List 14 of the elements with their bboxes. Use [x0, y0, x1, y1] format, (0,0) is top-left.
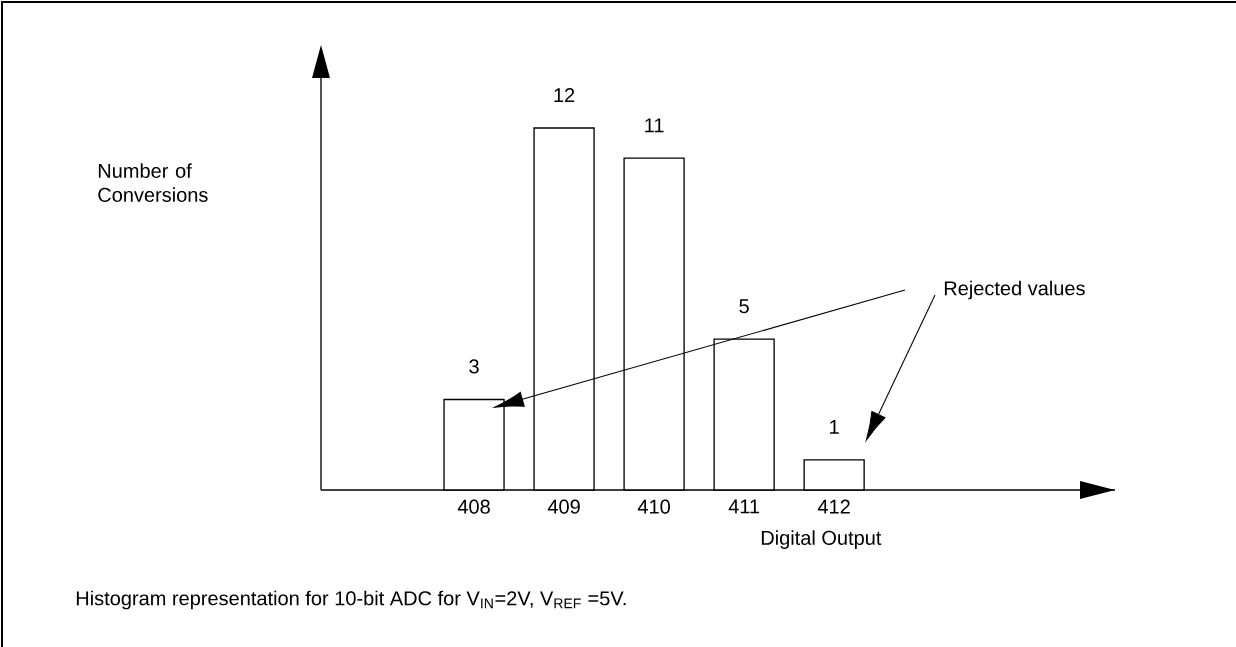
x-tick-label: 409 — [547, 499, 580, 514]
data-label: 12 — [554, 88, 575, 102]
data-label: 3 — [469, 359, 479, 374]
text: Histogram representation for 10-bit ADC for V$_{IN}$=2V, V$_{REF}$ =5V. — [76, 590, 626, 610]
x-axis-title: Digital Output — [761, 530, 882, 549]
data-label: 5 — [739, 299, 749, 314]
text: Number of Conversions — [98, 163, 208, 202]
data-label: 1 — [830, 420, 839, 434]
data-label: 11 — [645, 118, 664, 133]
x-tick-label: 410 — [637, 499, 670, 514]
text: Rejected values — [944, 280, 1085, 300]
x-tick-label: 411 — [728, 499, 760, 514]
x-tick-label: 412 — [817, 499, 850, 514]
x-tick-label: 408 — [457, 499, 490, 514]
